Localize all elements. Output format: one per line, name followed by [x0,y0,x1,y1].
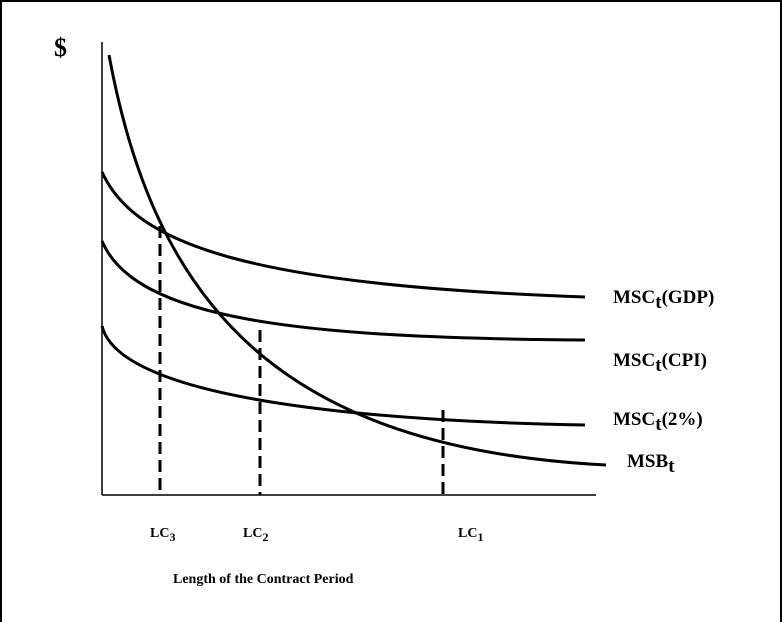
msc-gdp-label-base: MSC [613,287,655,308]
msb-label-base: MSB [627,451,669,472]
x-axis-label: Length of the Contract Period [173,572,354,587]
msc-gdp-label: MSCt(GDP) [613,287,714,313]
msc-cpi-label-suffix: (CPI) [662,350,707,371]
lc1-label-base: LC [458,526,477,541]
msc-2pct-label-sub: t [655,414,662,435]
msc-gdp-label-sub: t [655,292,662,313]
msb-curve [107,54,607,467]
msb-label-sub: t [668,456,675,477]
msc-cpi-label-base: MSC [613,350,655,371]
msc-2pct-label-base: MSC [613,409,655,430]
y-axis-label: $ [54,33,67,62]
lc3-label: LC3 [150,526,175,544]
msc-cpi-label-sub: t [655,355,662,376]
msc-2pct-label: MSCt(2%) [613,409,703,435]
msc-2pct-curve [100,325,586,427]
msc-gdp-curve [100,171,586,299]
msb-label: MSBt [627,451,675,477]
lc3-label-base: LC [150,526,169,541]
lc2-label-base: LC [243,526,262,541]
msc-gdp-label-suffix: (GDP) [662,287,715,308]
msc-cpi-label: MSCt(CPI) [613,350,707,376]
msc-2pct-label-suffix: (2%) [662,409,703,430]
msc-cpi-curve [100,240,586,342]
lc2-label-sub: 2 [262,530,268,544]
lc2-label: LC2 [243,526,268,544]
lc1-label-sub: 1 [477,530,483,544]
lc3-label-sub: 3 [169,530,175,544]
lc1-label: LC1 [458,526,483,544]
